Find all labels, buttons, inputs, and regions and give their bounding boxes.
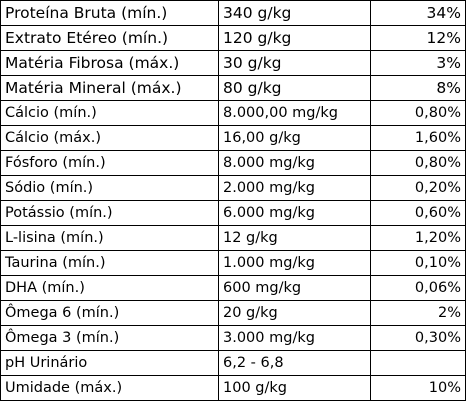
table-body: Proteína Bruta (mín.) 340 g/kg 34% Extrato … xyxy=(0,0,466,401)
table-cell: 8.000,00 mg/kg xyxy=(218,100,371,126)
table-cell: Matéria Mineral (máx.) xyxy=(0,75,219,101)
table-cell: Extrato Etéreo (mín.) xyxy=(0,25,219,51)
table-cell: 600 mg/kg xyxy=(218,275,371,301)
table-row: pH Urinário 6,2 - 6,8 xyxy=(0,350,466,376)
table-cell: 340 g/kg xyxy=(218,0,371,26)
table-cell: L-lisina (mín.) xyxy=(0,225,219,251)
table-row: Matéria Mineral (máx.) 80 g/kg 8% xyxy=(0,75,466,101)
table-row: DHA (mín.) 600 mg/kg 0,06% xyxy=(0,275,466,301)
table-cell: 3% xyxy=(370,50,466,76)
table-cell: 8.000 mg/kg xyxy=(218,150,371,176)
table-cell: 16,00 g/kg xyxy=(218,125,371,151)
table-cell: 12% xyxy=(370,25,466,51)
table-cell: 0,10% xyxy=(370,250,466,276)
table-row: Proteína Bruta (mín.) 340 g/kg 34% xyxy=(0,0,466,26)
table-cell: 0,30% xyxy=(370,325,466,351)
table-cell: 8% xyxy=(370,75,466,101)
table-row: Cálcio (máx.) 16,00 g/kg 1,60% xyxy=(0,125,466,151)
table-cell: Sódio (mín.) xyxy=(0,175,219,201)
table-cell: 0,06% xyxy=(370,275,466,301)
table-cell xyxy=(370,350,466,376)
table-cell: 12 g/kg xyxy=(218,225,371,251)
table-row: L-lisina (mín.) 12 g/kg 1,20% xyxy=(0,225,466,251)
table-cell: 10% xyxy=(370,375,466,401)
table-row: Cálcio (mín.) 8.000,00 mg/kg 0,80% xyxy=(0,100,466,126)
nutrition-table: Proteína Bruta (mín.) 340 g/kg 34% Extrato … xyxy=(0,0,466,401)
table-row: Taurina (mín.) 1.000 mg/kg 0,10% xyxy=(0,250,466,276)
table-row: Ômega 3 (mín.) 3.000 mg/kg 0,30% xyxy=(0,325,466,351)
table-cell: Cálcio (máx.) xyxy=(0,125,219,151)
table-cell: 0,80% xyxy=(370,100,466,126)
table-row: Fósforo (mín.) 8.000 mg/kg 0,80% xyxy=(0,150,466,176)
table-cell: 120 g/kg xyxy=(218,25,371,51)
table-cell: Taurina (mín.) xyxy=(0,250,219,276)
table-cell: 6,2 - 6,8 xyxy=(218,350,371,376)
table-row: Ômega 6 (mín.) 20 g/kg 2% xyxy=(0,300,466,326)
table-cell: 2% xyxy=(370,300,466,326)
table-cell: Cálcio (mín.) xyxy=(0,100,219,126)
table-cell: Proteína Bruta (mín.) xyxy=(0,0,219,26)
table-cell: 0,20% xyxy=(370,175,466,201)
table-cell: 2.000 mg/kg xyxy=(218,175,371,201)
table-cell: 0,60% xyxy=(370,200,466,226)
table-cell: Ômega 3 (mín.) xyxy=(0,325,219,351)
table-cell: 100 g/kg xyxy=(218,375,371,401)
table-cell: 34% xyxy=(370,0,466,26)
table-cell: Potássio (mín.) xyxy=(0,200,219,226)
table-cell: Ômega 6 (mín.) xyxy=(0,300,219,326)
table-cell: DHA (mín.) xyxy=(0,275,219,301)
table-cell: 1,60% xyxy=(370,125,466,151)
table-row: Sódio (mín.) 2.000 mg/kg 0,20% xyxy=(0,175,466,201)
table-cell: 1.000 mg/kg xyxy=(218,250,371,276)
table-row: Umidade (máx.) 100 g/kg 10% xyxy=(0,375,466,401)
table-cell: 6.000 mg/kg xyxy=(218,200,371,226)
table-cell: 30 g/kg xyxy=(218,50,371,76)
table-row: Matéria Fibrosa (máx.) 30 g/kg 3% xyxy=(0,50,466,76)
table-row: Extrato Etéreo (mín.) 120 g/kg 12% xyxy=(0,25,466,51)
table-row: Potássio (mín.) 6.000 mg/kg 0,60% xyxy=(0,200,466,226)
table-cell: 0,80% xyxy=(370,150,466,176)
table-cell: 80 g/kg xyxy=(218,75,371,101)
table-cell: Matéria Fibrosa (máx.) xyxy=(0,50,219,76)
table-cell: Fósforo (mín.) xyxy=(0,150,219,176)
table-cell: pH Urinário xyxy=(0,350,219,376)
table-cell: 3.000 mg/kg xyxy=(218,325,371,351)
table-cell: Umidade (máx.) xyxy=(0,375,219,401)
table-cell: 1,20% xyxy=(370,225,466,251)
table-cell: 20 g/kg xyxy=(218,300,371,326)
